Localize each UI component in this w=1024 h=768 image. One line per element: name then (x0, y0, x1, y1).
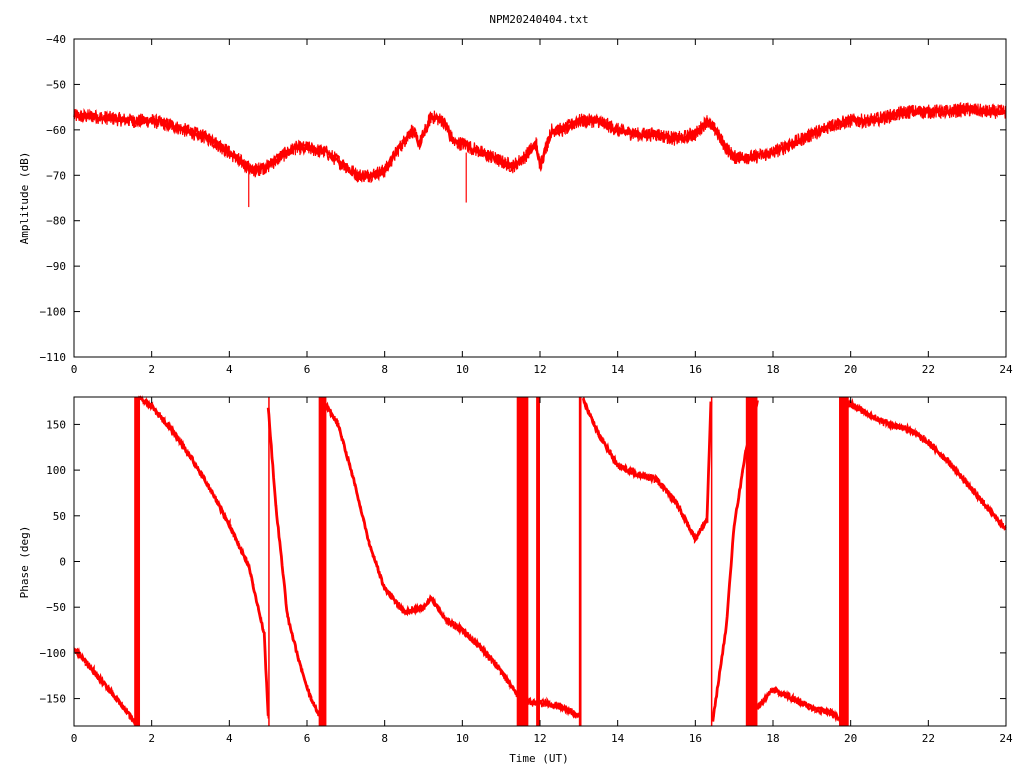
phase-wrap-band (134, 397, 141, 726)
phase-x-tick-label: 0 (71, 732, 78, 745)
amplitude-y-tick-label: −40 (46, 33, 66, 46)
phase-line-core (325, 401, 581, 719)
amplitude-x-tick-label: 8 (381, 363, 388, 376)
amplitude-y-tick-label: −90 (46, 260, 66, 273)
amplitude-line-core (72, 102, 1007, 180)
phase-line-core (266, 407, 324, 722)
phase-series (73, 395, 1007, 727)
amplitude-x-tick-label: 20 (844, 363, 857, 376)
phase-line-core (711, 400, 759, 722)
phase-line-core (845, 397, 1007, 531)
amplitude-y-tick-label: −110 (40, 351, 67, 364)
amplitude-y-tick-label: −70 (46, 169, 66, 182)
amplitude-y-tick-label: −50 (46, 78, 66, 91)
amplitude-x-tick-label: 10 (456, 363, 469, 376)
amplitude-x-tick-label: 24 (999, 363, 1013, 376)
phase-y-tick-label: 100 (46, 464, 66, 477)
phase-wrap-band (745, 397, 758, 726)
amplitude-x-tick-label: 2 (148, 363, 155, 376)
phase-x-tick-label: 8 (381, 732, 388, 745)
phase-line-core (73, 647, 138, 724)
amplitude-x-tick-label: 12 (533, 363, 546, 376)
phase-y-tick-label: 150 (46, 418, 66, 431)
phase-x-tick-label: 14 (611, 732, 625, 745)
phase-y-tick-label: −100 (40, 647, 67, 660)
phase-wrap-band (578, 397, 581, 726)
amplitude-axes: 0 2 4 6 8 10 12 14 16 18 20 22 24−110−100−90−80−70−6… (40, 33, 1013, 376)
phase-panel: 0 2 4 6 8 10 12 14 16 18 20 22 24−150−100−5005010015… (18, 395, 1013, 765)
amplitude-x-tick-label: 16 (689, 363, 702, 376)
phase-axes: 0 2 4 6 8 10 12 14 16 18 20 22 24−150−100−5005010015… (40, 397, 1013, 745)
amplitude-x-tick-label: 4 (226, 363, 233, 376)
phase-line (325, 403, 580, 719)
amplitude-panel: 0 2 4 6 8 10 12 14 16 18 20 22 24−110−100−90−80−70−6… (18, 33, 1013, 376)
phase-wrap-band (536, 397, 540, 726)
phase-x-tick-label: 4 (226, 732, 233, 745)
phase-line-core (756, 685, 845, 723)
phase-y-tick-label: 50 (53, 510, 66, 523)
phase-line (267, 407, 324, 725)
amplitude-plot-frame (73, 38, 1007, 358)
phase-x-tick-label: 16 (689, 732, 702, 745)
amplitude-y-tick-label: −80 (46, 215, 66, 228)
phase-y-axis-label: Phase (deg) (18, 526, 31, 599)
phase-y-tick-label: 0 (59, 556, 66, 569)
phase-y-tick-label: −50 (46, 601, 66, 614)
time-x-axis-label: Time (UT) (509, 752, 569, 765)
phase-line-core (136, 395, 270, 716)
amplitude-y-tick-label: −100 (40, 306, 67, 319)
phase-x-tick-label: 24 (999, 732, 1013, 745)
chart-title: NPM20240404.txt (489, 13, 588, 26)
amplitude-x-tick-label: 22 (922, 363, 935, 376)
phase-x-tick-label: 18 (766, 732, 779, 745)
phase-x-tick-label: 20 (844, 732, 857, 745)
phase-wrap-band (516, 397, 529, 726)
amplitude-y-tick-label: −60 (46, 124, 66, 137)
amplitude-x-tick-label: 0 (71, 363, 78, 376)
phase-x-tick-label: 2 (148, 732, 155, 745)
phase-wrap-band (839, 397, 849, 726)
phase-line (137, 395, 269, 719)
amplitude-x-tick-label: 14 (611, 363, 625, 376)
amplitude-x-tick-label: 18 (766, 363, 779, 376)
phase-x-tick-label: 6 (304, 732, 311, 745)
amplitude-y-axis-label: Amplitude (dB) (18, 152, 31, 245)
phase-line-core (581, 397, 713, 544)
phase-x-tick-label: 10 (456, 732, 469, 745)
phase-x-tick-label: 22 (922, 732, 935, 745)
phase-line (582, 397, 712, 545)
phase-y-tick-label: −150 (40, 693, 67, 706)
amplitude-series (72, 101, 1007, 208)
phase-wrap-band (318, 397, 327, 726)
amplitude-x-tick-label: 6 (304, 363, 311, 376)
phase-x-tick-label: 12 (533, 732, 546, 745)
